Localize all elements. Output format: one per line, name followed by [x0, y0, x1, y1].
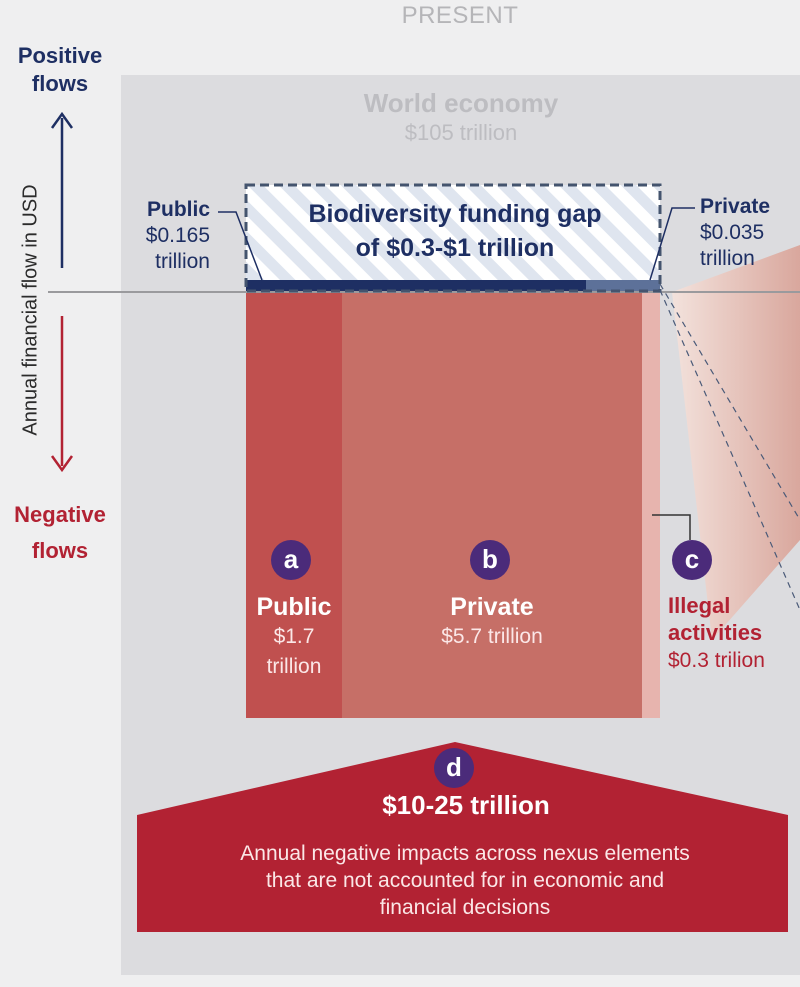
positive-flows-line1: Positive: [17, 43, 103, 68]
marker-d: d: [434, 748, 474, 788]
public-negative-title: Public: [256, 593, 332, 621]
fan-dashed-line-1: [659, 283, 800, 521]
public-negative-unit: trillion: [266, 655, 322, 678]
illegal-title-line1: Illegal: [668, 593, 731, 618]
private-negative-title: Private: [450, 593, 534, 621]
negative-arrow-head: [50, 455, 74, 473]
illegal-leader: [652, 514, 691, 540]
unaccounted-desc-line1: Annual negative impacts across nexus ele…: [240, 842, 690, 865]
marker-a: a: [271, 540, 311, 580]
positive-flows-label: Positive flows: [0, 42, 120, 98]
axis-label-text: Annual financial flow in USD: [19, 184, 42, 436]
negative-flows-line2: flows: [31, 538, 89, 563]
illegal-activities-fan: [672, 245, 800, 640]
private-negative-label: Private $5.7 trillion: [342, 592, 642, 652]
private-negative-bar: [342, 293, 642, 718]
private-positive-bar: [586, 280, 660, 291]
private-positive-leader: [649, 207, 695, 281]
public-positive-bar: [246, 280, 586, 291]
marker-b: b: [470, 540, 510, 580]
illegal-title-line2: activities: [668, 620, 763, 645]
negative-flows-label: Negative flows: [0, 497, 120, 569]
funding-gap-line1: Biodiversity funding gap: [308, 200, 602, 228]
marker-c: c: [672, 540, 712, 580]
funding-gap-box: [246, 185, 660, 291]
public-negative-bar: [246, 293, 342, 718]
funding-gap-label: Biodiversity funding gap of $0.3-$1 tril…: [245, 197, 665, 265]
world-economy-title: World economy: [363, 88, 559, 118]
public-positive-leader: [218, 211, 263, 281]
positive-arrow-head: [50, 111, 74, 129]
illegal-negative-bar: [642, 293, 660, 718]
private-positive-value: $0.035: [700, 221, 765, 244]
public-positive-unit: trillion: [155, 250, 210, 273]
unaccounted-impacts-amount: $10-25 trillion: [382, 790, 550, 820]
illegal-activities-label: Illegal activities $0.3 trilion: [668, 592, 798, 676]
unaccounted-desc-line2: that are not accounted for in economic a…: [265, 869, 665, 892]
illegal-value: $0.3 trilion: [668, 649, 765, 672]
public-positive-title: Public: [146, 198, 210, 221]
unaccounted-impacts-shape: [137, 742, 788, 932]
funding-gap-line2: of $0.3-$1 trillion: [355, 234, 555, 262]
unaccounted-desc-line3: financial decisions: [379, 896, 551, 919]
negative-flows-line1: Negative: [14, 502, 106, 527]
public-negative-value: $1.7: [273, 625, 315, 648]
positive-flows-line2: flows: [31, 71, 89, 96]
world-economy-value: $105 trillion: [404, 120, 518, 145]
public-positive-label: Public $0.165 trillion: [110, 197, 210, 275]
public-positive-value: $0.165: [145, 224, 210, 247]
period-label: PRESENT: [401, 2, 519, 29]
fan-dashed-line-2: [659, 289, 800, 611]
private-positive-title: Private: [700, 195, 771, 218]
private-positive-unit: trillion: [700, 247, 755, 270]
private-negative-value: $5.7 trillion: [441, 625, 543, 648]
private-positive-label: Private $0.035 trillion: [700, 194, 800, 272]
unaccounted-impacts-description: Annual negative impacts across nexus ele…: [150, 840, 780, 921]
public-negative-label: Public $1.7 trillion: [246, 592, 342, 682]
